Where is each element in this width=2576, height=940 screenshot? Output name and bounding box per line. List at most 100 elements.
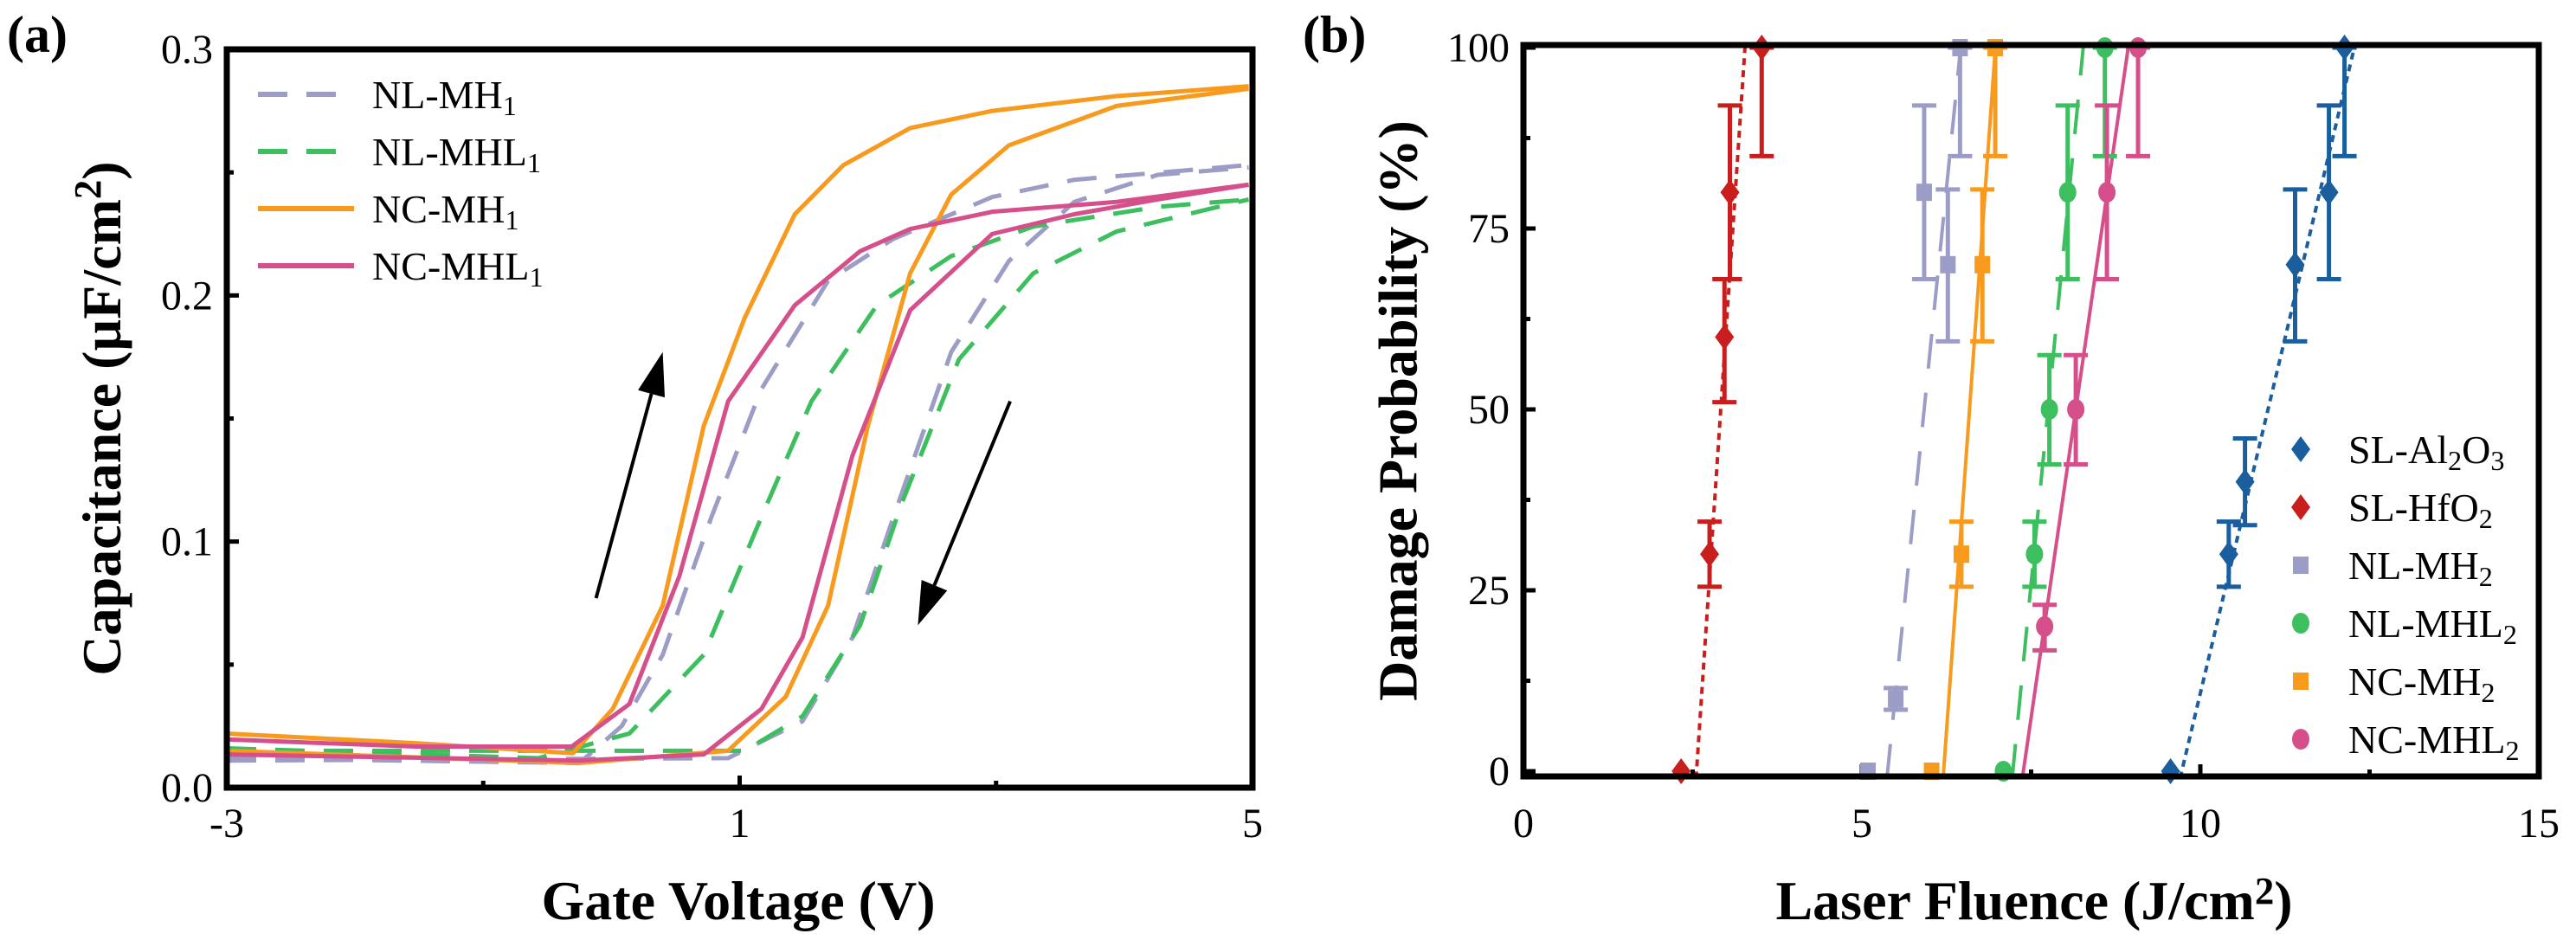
data-point-NL-MH2: [1916, 183, 1932, 202]
legend-marker: [2293, 557, 2309, 574]
x-tick-label: 0: [1513, 801, 1534, 847]
text-part: NC-MH: [2348, 660, 2481, 704]
series-NC-MH2-fit-line: [1942, 45, 1998, 776]
legend-label: NL-MH2: [2348, 544, 2493, 592]
legend-marker: [2292, 613, 2309, 634]
data-point-SL-HfO2: [1700, 541, 1720, 568]
text-part: 2: [66, 180, 109, 199]
data-point-SL-Al2O3: [2235, 468, 2255, 495]
legend-label: NC-MHL2: [2348, 718, 2520, 766]
legend-marker: [2291, 494, 2310, 520]
text-part: 3: [2490, 445, 2504, 476]
text-part: 1: [527, 147, 541, 178]
y-tick-label: 25: [1468, 568, 1510, 614]
legend-label: SL-HfO2: [2348, 486, 2493, 534]
panel-label: (a): [7, 6, 68, 63]
x-tick-label: 15: [2518, 801, 2560, 847]
data-point-NL-MHL2: [2058, 182, 2077, 203]
series-NL-MHL1-forward-curve: [227, 196, 1249, 761]
data-point-NL-MHL2: [2025, 544, 2044, 565]
plot-area: [1694, 45, 2357, 776]
text-part: SL-HfO: [2348, 486, 2479, 530]
sweep-arrow-head: [918, 580, 948, 626]
text-part: NC-MH: [372, 187, 505, 231]
legend-marker: [2293, 673, 2309, 690]
text-part: 1: [505, 204, 518, 235]
x-tick-label: -3: [209, 801, 244, 847]
text-part: ): [71, 161, 132, 179]
legend-label: NC-MH2: [2348, 660, 2495, 708]
text-part: O: [2462, 428, 2490, 472]
text-part: 2: [2448, 445, 2462, 476]
y-tick-label: 0.1: [161, 519, 213, 565]
series-NC-MHL1-forward-curve: [227, 182, 1249, 750]
legend-label: NC-MH1: [372, 187, 518, 235]
y-tick-label: 100: [1447, 25, 1510, 71]
plot-frame: [223, 46, 1256, 791]
text-part: NL-MH: [372, 73, 503, 117]
sweep-arrow-shaft: [594, 393, 654, 599]
data-point-NC-MHL2: [2067, 399, 2085, 420]
data-point-SL-HfO2: [1720, 179, 1740, 206]
x-tick-label: 10: [2180, 801, 2221, 847]
text-part: 2: [2479, 503, 2493, 534]
y-tick-label: 0.2: [161, 273, 213, 319]
text-part: NL-MH: [2348, 544, 2479, 588]
data-point-NL-MH2: [1940, 255, 1956, 274]
text-part: 1: [503, 90, 517, 121]
text-part: Capacitance (µF/cm: [71, 199, 132, 676]
x-axis-title: Gate Voltage (V): [541, 870, 935, 931]
y-tick-label: 0.3: [161, 27, 213, 73]
data-point-SL-HfO2: [1671, 758, 1691, 784]
legend-marker: [2292, 729, 2309, 750]
y-tick-label: 0.0: [161, 765, 213, 811]
text-part: 2: [2503, 619, 2517, 650]
text-part: 2: [2255, 869, 2274, 912]
text-part: ): [2274, 870, 2292, 931]
legend-label: SL-Al2O3: [2348, 428, 2504, 476]
text-part: NL-MHL: [2348, 602, 2503, 646]
data-point-NC-MHL2: [2098, 182, 2116, 203]
text-part: NC-MHL: [2348, 718, 2505, 762]
plot-area: [227, 84, 1250, 766]
data-point-NC-MHL2: [2036, 615, 2054, 637]
series-SL-Al2O3-fit-line: [2179, 45, 2357, 776]
text-part: 2: [2481, 677, 2495, 708]
series-NC-MH1-forward-curve: [227, 84, 1249, 756]
sweep-arrow-head: [638, 351, 665, 398]
data-point-NC-MH2: [1974, 255, 1991, 274]
legend-label: NL-MH1: [372, 73, 517, 121]
plot-frame: [1520, 42, 2542, 780]
data-point-NL-MH2: [1888, 690, 1904, 708]
x-tick-label: 1: [730, 801, 750, 847]
legend-label: NL-MHL2: [2348, 602, 2517, 650]
data-point-SL-HfO2: [1715, 324, 1735, 351]
x-axis-title: Laser Fluence (J/cm2): [1775, 869, 2292, 931]
data-point-SL-Al2O3: [2285, 251, 2305, 278]
text-part: SL-Al: [2348, 428, 2448, 472]
y-tick-label: 75: [1468, 206, 1510, 252]
legend-marker: [2291, 436, 2310, 462]
y-tick-label: 0: [1489, 749, 1510, 795]
series-NL-MH2-fit-line: [1885, 45, 1963, 776]
text-part: Laser Fluence (J/cm: [1775, 870, 2254, 931]
data-point-NC-MH2: [1953, 545, 1969, 563]
y-axis-title: Capacitance (µF/cm2): [66, 161, 132, 675]
panel-a-capacitance-chart: -3 1 5 0.0 0.1 0.2 0.3 (a) Gate Voltage (V) Capac…: [7, 6, 1263, 931]
y-tick-label: 50: [1468, 387, 1510, 433]
text-part: NC-MHL: [372, 244, 529, 288]
series-NC-MHL1-reverse-curve: [227, 182, 1249, 763]
data-point-NL-MHL2: [2040, 399, 2058, 420]
x-tick-label: 5: [1852, 801, 1872, 847]
data-point-SL-Al2O3: [2319, 179, 2339, 206]
x-tick-label: 5: [1242, 801, 1263, 847]
text-part: 2: [2505, 735, 2519, 766]
sweep-arrow-shaft: [932, 400, 1012, 586]
legend-label: NL-MHL1: [372, 130, 541, 178]
panel-label: (b): [1303, 6, 1366, 63]
y-axis-title: Damage Probability (%): [1368, 120, 1429, 701]
series-NL-MHL1-reverse-curve: [227, 197, 1250, 753]
text-part: NL-MHL: [372, 130, 527, 174]
